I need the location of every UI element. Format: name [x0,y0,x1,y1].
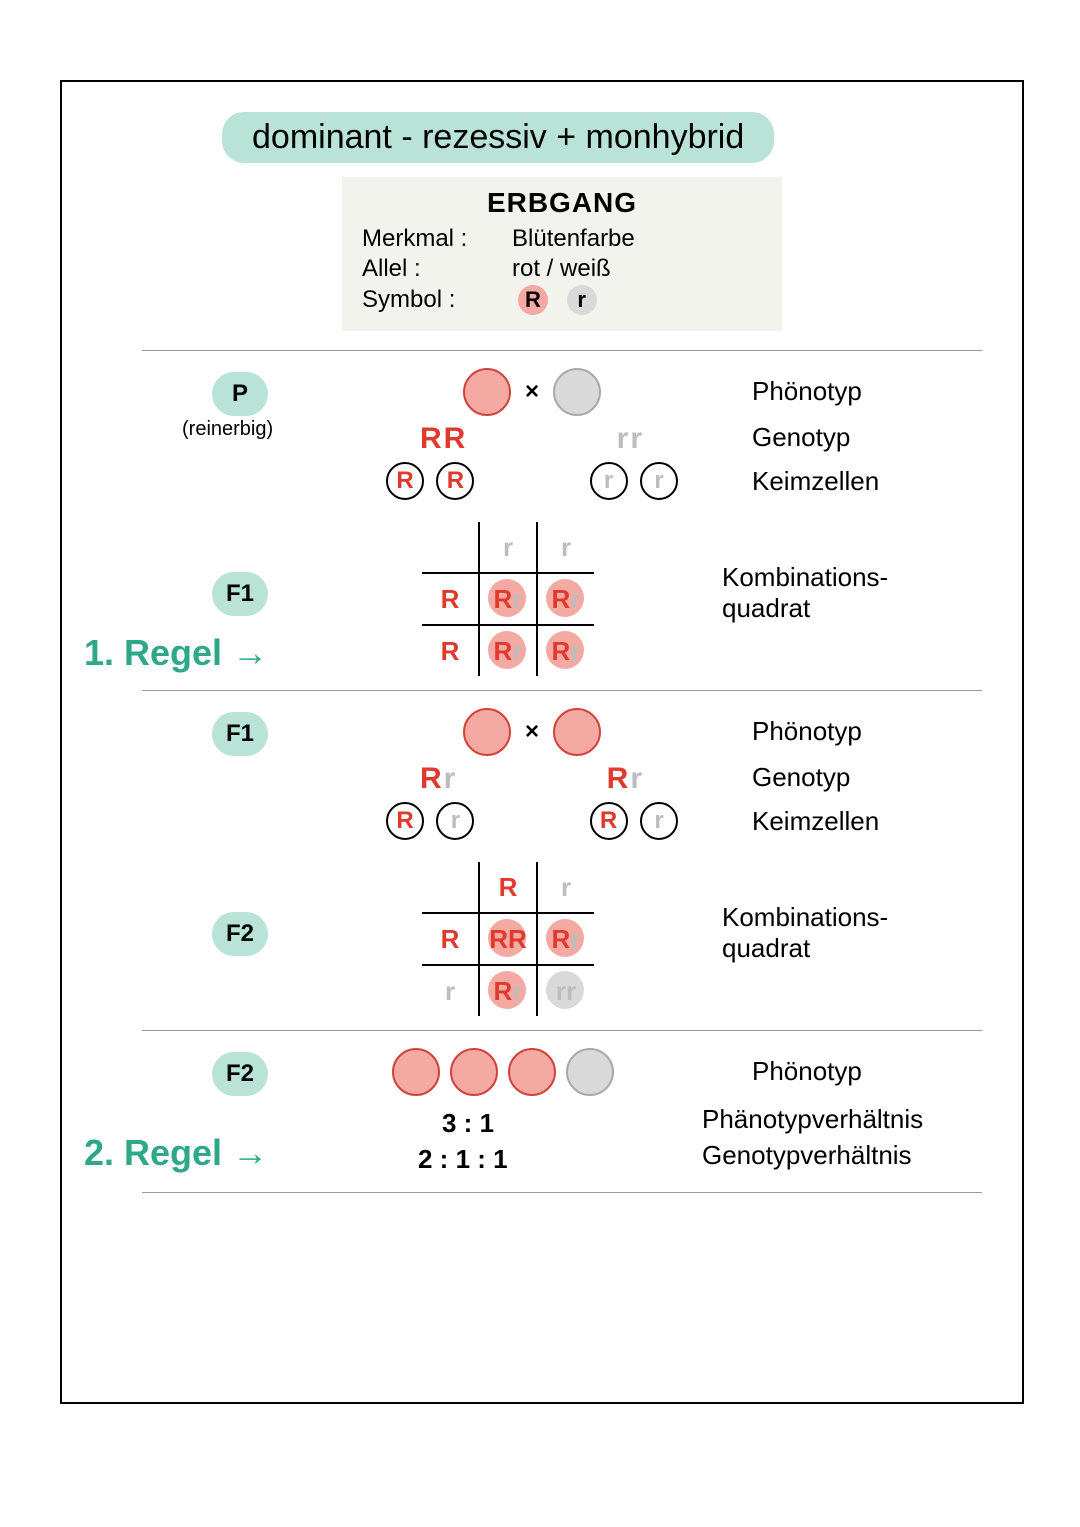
header-row-0: Merkmal : Blütenfarbe [362,225,762,253]
ratio-pheno: 3 : 1 [442,1108,494,1139]
geno-rr: rr [617,422,644,456]
p1-top-1: r [537,522,594,573]
header-label: Allel : [362,255,512,283]
f1-gametes: R r R r [382,802,682,840]
cross-icon: × [525,718,539,746]
gamete-r: r [436,802,474,840]
p2-top-0: R [479,862,537,913]
badge-F1: F1 [212,572,268,616]
header-symbols: R r [512,285,762,315]
gamete-r: r [640,462,678,500]
gamete-R: R [386,802,424,840]
p-geno-row: RR rr [402,422,662,456]
symbol-R: R [518,285,548,315]
geno-Rr: Rr [607,762,644,796]
label-genotyp: Genotyp [752,422,850,453]
p2-cell: Rr [479,965,537,1016]
punnett-1: r r R Rr Rr R Rr Rr [422,522,594,676]
divider [142,1192,982,1193]
label-genotyp: Genotyp [752,762,850,793]
p1-cell: Rr [479,573,537,625]
header-row-1: Allel : rot / weiß [362,255,762,283]
gamete-r: r [590,462,628,500]
label-phanotyp: Phönotyp [752,716,862,747]
label-kombinationsquadrat: Kombinations-quadrat [722,562,888,624]
label-phanotypverhaltnis: Phänotypverhältnis [702,1104,923,1135]
rule-2: 2. Regel → [84,1132,268,1174]
cross-icon: × [525,378,539,406]
page-frame: dominant - rezessiv + monhybrid ERBGANG … [60,80,1024,1404]
pheno-circle-red [463,708,511,756]
divider [142,1030,982,1031]
p2-cell: rr [537,965,594,1016]
gamete-R: R [436,462,474,500]
label-phanotyp: Phönotyp [752,376,862,407]
p1-left-1: R [422,625,479,676]
pheno-circle-grey [553,368,601,416]
p2-top-1: r [537,862,594,913]
label-genotypverhaltnis: Genotypverhältnis [702,1140,912,1171]
f1-pheno-row: × [402,708,662,756]
title-pill: dominant - rezessiv + monhybrid [222,112,774,163]
punnett-2: R r R RR Rr r Rr rr [422,862,594,1016]
divider [142,690,982,691]
p-gametes: R R r r [382,462,682,500]
p1-left-0: R [422,573,479,625]
badge-P: P [212,372,268,416]
header-block: ERBGANG Merkmal : Blütenfarbe Allel : ro… [342,177,782,331]
p1-cell: Rr [537,625,594,676]
label-kombinationsquadrat: Kombinations-quadrat [722,902,888,964]
p-pheno-row: × [402,368,662,416]
p2-cell: RR [479,913,537,965]
label-keimzellen: Keimzellen [752,806,879,837]
ratio-geno: 2 : 1 : 1 [418,1144,508,1175]
pheno-circle-red [553,708,601,756]
gamete-R: R [590,802,628,840]
badge-F2: F2 [212,912,268,956]
p2-left-0: R [422,913,479,965]
symbol-r: r [567,285,597,315]
gamete-r: r [640,802,678,840]
geno-Rr: Rr [420,762,457,796]
rule-1: 1. Regel → [84,632,268,674]
gamete-R: R [386,462,424,500]
badge-F1b: F1 [212,712,268,756]
pheno-circle-grey [566,1048,614,1096]
geno-RR: RR [420,422,467,456]
pheno-circle-red [508,1048,556,1096]
p1-cell: Rr [479,625,537,676]
p1-top-0: r [479,522,537,573]
header-value: Blütenfarbe [512,225,762,253]
pheno-circle-red [392,1048,440,1096]
header-title: ERBGANG [362,187,762,219]
header-row-2: Symbol : R r [362,285,762,315]
f2-pheno-circles [392,1048,614,1096]
label-keimzellen: Keimzellen [752,466,879,497]
header-value: rot / weiß [512,255,762,283]
divider [142,350,982,351]
badge-F2b: F2 [212,1052,268,1096]
p1-cell: Rr [537,573,594,625]
header-label: Symbol : [362,286,512,314]
f1-geno-row: Rr Rr [402,762,662,796]
header-label: Merkmal : [362,225,512,253]
label-phanotyp: Phönotyp [752,1056,862,1087]
pheno-circle-red [450,1048,498,1096]
pheno-circle-red [463,368,511,416]
p2-cell: Rr [537,913,594,965]
p2-left-1: r [422,965,479,1016]
badge-P-sub: (reinerbig) [182,418,273,441]
